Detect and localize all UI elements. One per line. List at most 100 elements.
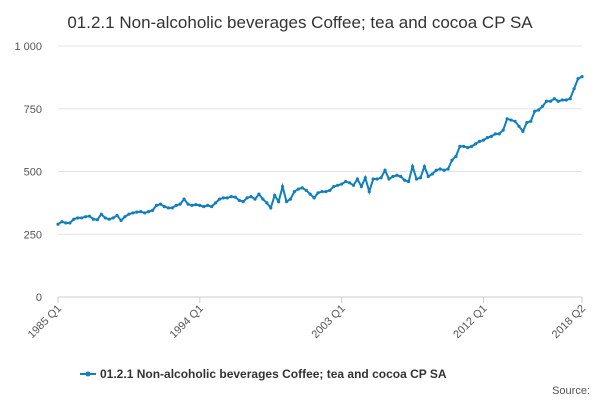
data-point — [304, 188, 308, 192]
data-point — [513, 119, 517, 123]
x-tick-label: 2018 Q2 — [550, 303, 588, 341]
data-point — [454, 154, 458, 159]
data-point — [395, 173, 399, 177]
data-point — [560, 98, 564, 102]
data-point — [414, 177, 419, 181]
data-point — [576, 77, 580, 81]
data-point — [147, 210, 151, 214]
data-point — [541, 104, 545, 108]
data-point — [548, 99, 553, 103]
y-tick-label: 1 000 — [14, 41, 42, 53]
data-point — [359, 184, 363, 189]
data-point — [493, 132, 497, 136]
data-point — [418, 176, 423, 180]
data-point — [521, 129, 525, 133]
data-point — [438, 167, 442, 171]
data-point — [477, 139, 482, 143]
data-point — [347, 181, 352, 185]
data-point — [533, 109, 537, 113]
data-point — [446, 167, 450, 171]
legend-swatch-dot — [85, 371, 91, 377]
data-point — [277, 200, 281, 204]
data-point — [284, 200, 289, 204]
data-point — [544, 99, 549, 103]
y-tick-label: 0 — [36, 292, 42, 304]
data-point — [556, 99, 560, 103]
data-point — [426, 174, 430, 179]
data-point — [320, 189, 324, 194]
data-point — [103, 216, 107, 220]
data-point — [178, 202, 182, 206]
x-tick-label: 1985 Q1 — [26, 303, 64, 341]
data-point — [351, 183, 356, 187]
data-point — [198, 203, 202, 207]
data-point — [139, 210, 143, 214]
data-point — [288, 197, 293, 201]
y-tick-label: 750 — [24, 104, 42, 116]
data-point — [316, 191, 320, 195]
data-point — [253, 197, 257, 201]
data-point — [166, 206, 170, 210]
data-point — [410, 164, 415, 169]
data-point — [135, 210, 139, 214]
data-point — [229, 195, 233, 199]
data-point — [340, 182, 344, 186]
data-point — [127, 212, 131, 216]
source: Source: — [552, 385, 590, 397]
data-point — [296, 187, 300, 191]
data-point — [485, 136, 490, 140]
data-point — [115, 213, 119, 218]
data-point — [450, 158, 454, 162]
data-point — [60, 220, 64, 224]
data-point — [552, 97, 557, 101]
data-point — [265, 201, 269, 205]
data-point — [202, 205, 206, 209]
data-point — [80, 216, 84, 220]
chart-title: 01.2.1 Non-alcoholic beverages Coffee; t… — [67, 13, 533, 32]
data-point — [186, 202, 190, 206]
data-point — [194, 203, 198, 207]
data-point — [537, 108, 541, 112]
data-point — [95, 218, 99, 222]
data-point — [68, 221, 72, 225]
data-point — [564, 98, 568, 102]
data-point — [182, 197, 186, 201]
data-point — [261, 197, 265, 201]
data-point — [430, 172, 434, 176]
data-point — [422, 164, 427, 169]
data-point — [158, 202, 163, 206]
data-point — [241, 200, 245, 204]
data-point — [509, 118, 513, 122]
data-point — [83, 215, 88, 219]
data-point — [387, 177, 391, 181]
data-point — [458, 144, 462, 148]
data-point — [273, 193, 277, 197]
data-point — [383, 168, 387, 172]
data-point — [56, 222, 60, 226]
x-tick-label: 2003 Q1 — [309, 303, 347, 341]
data-point — [87, 214, 92, 218]
data-point — [403, 178, 407, 182]
legend-label: 01.2.1 Non-alcoholic beverages Coffee; t… — [100, 367, 447, 381]
x-tick-label: 2012 Q1 — [451, 303, 489, 341]
data-point — [434, 168, 438, 172]
data-point — [91, 217, 96, 221]
data-point — [568, 97, 572, 101]
y-tick-label: 500 — [24, 167, 42, 179]
data-point — [190, 203, 194, 207]
data-point — [213, 201, 218, 205]
data-point — [572, 87, 576, 91]
data-point — [123, 215, 127, 219]
data-point — [206, 203, 210, 207]
data-point — [76, 216, 80, 220]
data-point — [221, 196, 226, 200]
data-point — [580, 75, 584, 79]
data-point — [170, 206, 174, 210]
data-point — [489, 134, 493, 138]
data-point — [237, 198, 241, 202]
data-point — [225, 196, 230, 200]
data-point — [355, 177, 360, 181]
data-point — [344, 179, 348, 184]
data-point — [233, 195, 237, 199]
